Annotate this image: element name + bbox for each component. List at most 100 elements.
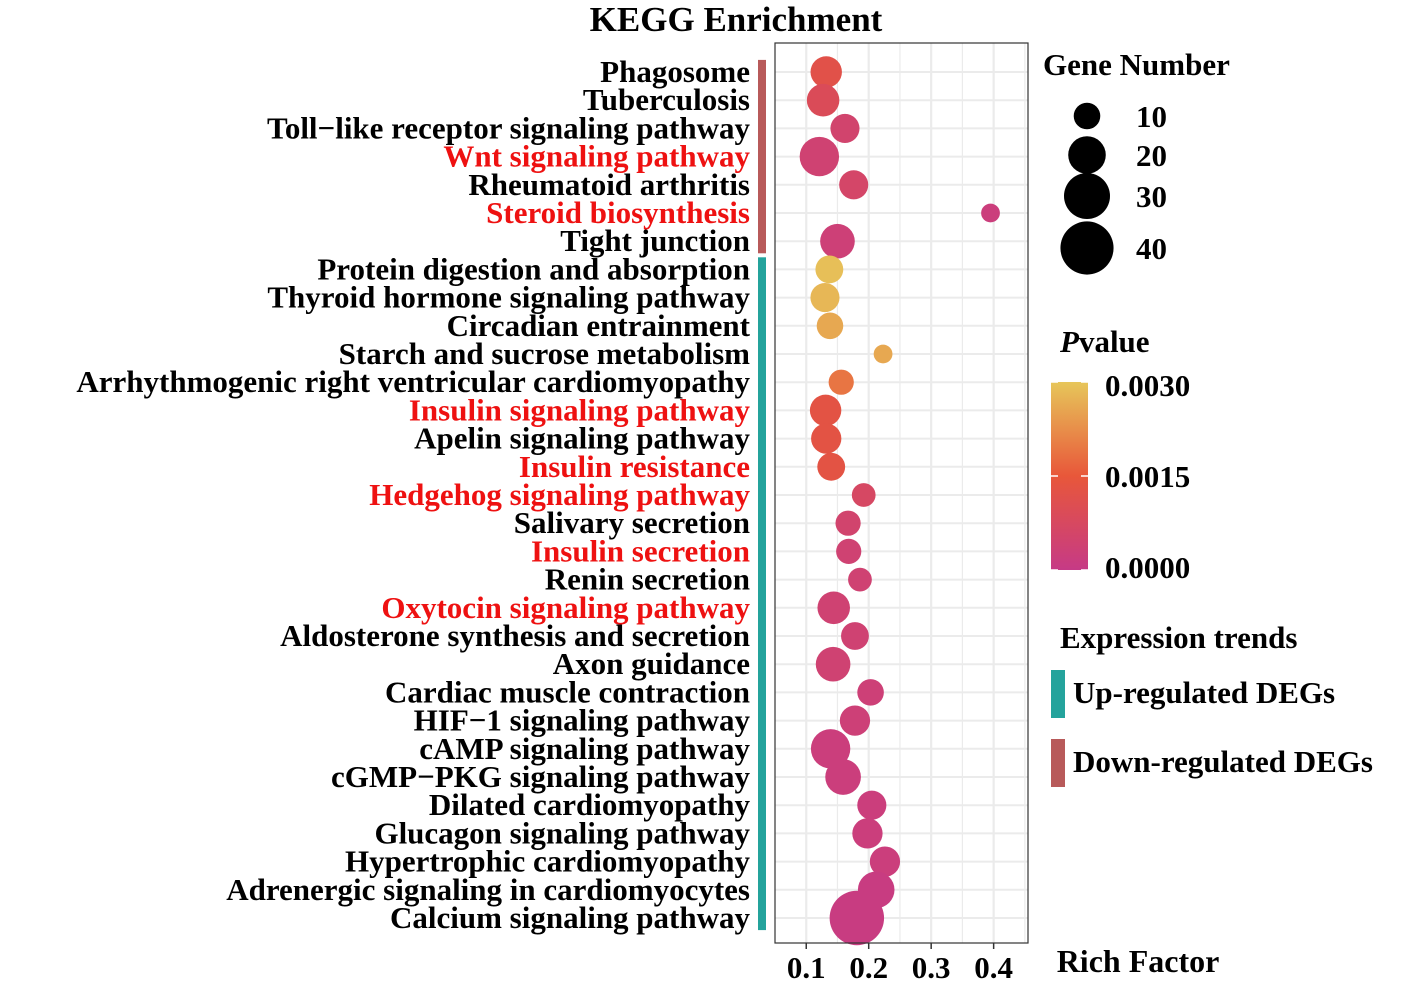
data-point: [981, 203, 1000, 223]
group-legend-label: Up-regulated DEGs: [1073, 675, 1335, 710]
x-tick-label: 0.4: [974, 950, 1013, 985]
pathway-label: cAMP signaling pathway: [419, 731, 750, 766]
data-point: [806, 83, 840, 117]
color-legend-title: Pvalue: [1059, 324, 1150, 359]
size-legend-label: 10: [1136, 99, 1167, 134]
colorbar-label: 0.0015: [1105, 459, 1190, 494]
pathway-label: Calcium signaling pathway: [390, 900, 751, 935]
data-point: [810, 56, 842, 88]
pathway-label: Salivary secretion: [514, 505, 750, 540]
pathway-label: Cardiac muscle contraction: [385, 674, 750, 709]
pathway-label: Apelin signaling pathway: [414, 421, 750, 456]
size-legend-label: 20: [1136, 138, 1167, 173]
plot-border: [774, 42, 1029, 944]
pathway-label: Insulin signaling pathway: [409, 392, 751, 427]
data-point: [848, 567, 872, 592]
size-legend-label: 30: [1136, 179, 1167, 214]
pathway-label: Aldosterone synthesis and secretion: [280, 618, 750, 653]
data-point: [857, 790, 887, 820]
pathway-label: Oxytocin signaling pathway: [381, 590, 750, 625]
group-bar-up: [758, 257, 766, 931]
group-bars: [758, 59, 766, 931]
pathway-label: Insulin secretion: [531, 533, 750, 568]
data-point: [836, 538, 862, 565]
data-point: [873, 344, 893, 364]
colorbar-ticks: 0.0030 0.0015 0.0000: [1051, 368, 1190, 585]
size-legend-label: 40: [1136, 231, 1167, 266]
data-points: [799, 56, 1000, 946]
data-point: [825, 759, 861, 795]
group-legend-swatch-up: [1051, 670, 1065, 718]
pathway-label: Tight junction: [560, 223, 750, 258]
pathway-label: Hypertrophic cardiomyopathy: [345, 844, 750, 879]
data-point: [810, 283, 840, 313]
pathway-label: Renin secretion: [545, 562, 750, 597]
data-point: [829, 890, 885, 946]
pathway-label: Protein digestion and absorption: [317, 251, 750, 286]
size-legend-dot: [1060, 221, 1114, 275]
pathway-label: Rheumatoid arthritis: [468, 167, 750, 202]
pathway-label: Phagosome: [600, 54, 750, 89]
pathway-label: Arrhythmogenic right ventricular cardiom…: [76, 364, 750, 399]
data-point: [857, 679, 884, 706]
data-point: [810, 729, 851, 769]
plot-background: [775, 43, 1028, 943]
color-legend-title-italic: P: [1059, 324, 1080, 359]
group-legend-title: Expression trends: [1060, 620, 1297, 655]
data-point: [815, 646, 851, 682]
plot-area: [774, 42, 1029, 946]
data-point: [817, 452, 846, 481]
data-point: [816, 312, 844, 340]
pathway-label: Tuberculosis: [583, 82, 750, 117]
data-point: [817, 591, 850, 625]
size-legend: Gene Number 10 20 30 40: [1043, 47, 1230, 275]
data-point: [852, 818, 883, 849]
color-legend: Pvalue 0.0030 0.0015 0.0000: [1051, 324, 1190, 585]
chart-title: KEGG Enrichment: [590, 0, 883, 39]
color-legend-title-rest: value: [1079, 324, 1150, 359]
size-legend-items: 10 20 30 40: [1060, 99, 1167, 275]
pathway-label: Thyroid hormone signaling pathway: [267, 280, 750, 315]
data-point: [815, 255, 844, 284]
x-axis-ticks: 0.1 0.2 0.3 0.4: [787, 943, 1013, 985]
pathway-label: Circadian entrainment: [447, 308, 751, 343]
pathway-label: Toll−like receptor signaling pathway: [267, 110, 751, 145]
pathway-label: Insulin resistance: [519, 449, 750, 484]
x-tick-label: 0.3: [912, 950, 951, 985]
data-point: [839, 170, 869, 200]
x-tick-label: 0.1: [787, 950, 826, 985]
data-point: [809, 394, 842, 427]
pathway-label: cGMP−PKG signaling pathway: [331, 759, 750, 794]
pathway-label: Adrenergic signaling in cardiomyocytes: [226, 872, 750, 907]
size-legend-dot: [1073, 102, 1101, 130]
x-tick-label: 0.2: [849, 950, 888, 985]
size-legend-dot: [1068, 136, 1106, 174]
pathway-label: Steroid biosynthesis: [486, 195, 750, 230]
x-axis-title: Rich Factor: [1057, 943, 1220, 979]
pathway-label: Hedgehog signaling pathway: [369, 477, 750, 512]
colorbar-label: 0.0000: [1105, 550, 1190, 585]
group-legend: Expression trends Up-regulated DEGs Down-…: [1051, 620, 1373, 787]
data-point: [851, 483, 876, 507]
size-legend-title: Gene Number: [1043, 47, 1230, 82]
pathway-label: Dilated cardiomyopathy: [429, 787, 751, 822]
group-legend-swatch-down: [1051, 739, 1065, 787]
data-point: [799, 136, 840, 177]
size-legend-dot: [1063, 172, 1111, 220]
pathway-label: Wnt signaling pathway: [443, 139, 750, 174]
data-point: [811, 423, 842, 454]
data-point: [820, 223, 855, 259]
group-bar-down: [758, 59, 766, 254]
group-legend-items: Up-regulated DEGs Down-regulated DEGs: [1051, 670, 1373, 787]
data-point: [828, 369, 854, 395]
data-point: [830, 113, 860, 143]
colorbar-label: 0.0030: [1105, 368, 1190, 403]
pathway-label: HIF−1 signaling pathway: [414, 703, 751, 738]
data-point: [839, 705, 871, 736]
pathway-label: Starch and sucrose metabolism: [339, 336, 751, 371]
pathway-label: Axon guidance: [553, 646, 750, 681]
data-point: [869, 846, 901, 877]
data-point: [841, 622, 869, 650]
data-point: [835, 510, 861, 536]
